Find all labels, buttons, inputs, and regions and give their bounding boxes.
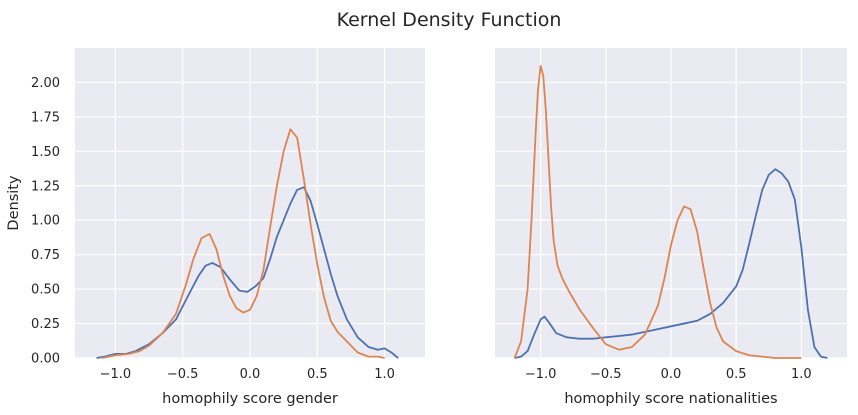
right-density-lines	[513, 65, 828, 359]
left-y-tick-label: 0.25	[31, 317, 60, 332]
left-x-tick-label: 0.0	[240, 367, 261, 382]
right-panel: −1.0 −0.5 0.0 0.5 1.0 homophily score nation…	[495, 48, 847, 407]
left-y-tick-label: 1.75	[31, 110, 60, 125]
chart-title: Kernel Density Function	[337, 9, 562, 31]
left-x-tick-label: 0.5	[307, 367, 328, 382]
left-density-lines	[96, 128, 399, 359]
left-x-tick-label: −0.5	[167, 367, 199, 382]
left-y-tick-label: 0.75	[31, 248, 60, 263]
left-y-tick-label: 0.50	[31, 283, 60, 298]
left-y-tick-label: 1.25	[31, 179, 60, 194]
left-y-tick-label: 0.00	[31, 352, 60, 367]
right-x-axis-label: homophily score nationalities	[564, 391, 777, 407]
left-x-tick-label: 1.0	[374, 367, 395, 382]
left-panel: −1.0 −0.5 0.0 0.5 1.0 0.00 0.25 0.50 0.75 1.00 1.…	[6, 48, 425, 407]
right-x-tick-label: −1.0	[525, 367, 557, 382]
right-x-tick-label: 1.0	[791, 367, 812, 382]
left-y-tick-label: 2.00	[31, 76, 60, 91]
right-x-tick-label: 0.5	[726, 367, 747, 382]
right-x-tick-label: 0.0	[661, 367, 682, 382]
right-x-tick-labels: −1.0 −0.5 0.0 0.5 1.0	[525, 367, 812, 382]
left-y-tick-labels: 0.00 0.25 0.50 0.75 1.00 1.25 1.50 1.75 2.00	[31, 76, 60, 367]
right-gridlines	[495, 48, 847, 359]
left-x-tick-labels: −1.0 −0.5 0.0 0.5 1.0	[100, 367, 395, 382]
left-y-axis-label: Density	[6, 175, 22, 231]
left-density-line-2	[101, 128, 385, 359]
right-density-line-2	[513, 65, 802, 359]
left-y-tick-label: 1.00	[31, 214, 60, 229]
left-x-tick-label: −1.0	[100, 367, 132, 382]
left-y-tick-label: 1.50	[31, 145, 60, 160]
right-x-tick-label: −0.5	[590, 367, 622, 382]
right-density-line-1	[514, 168, 828, 359]
left-x-axis-label: homophily score gender	[162, 391, 338, 407]
